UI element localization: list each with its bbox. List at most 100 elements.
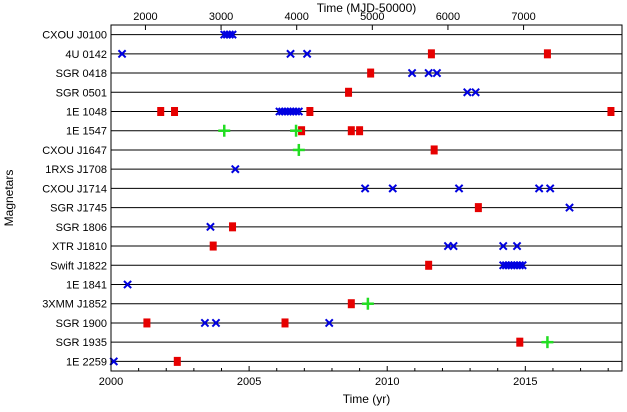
- plus-marker: [290, 124, 303, 137]
- y-tick-label: 1E 2259: [66, 356, 107, 368]
- x-marker: [302, 49, 312, 59]
- y-tick-label: SGR 1900: [56, 318, 107, 330]
- x2-tick-label: 6000: [436, 11, 460, 23]
- x2-tick-labels: 2000 3000 4000 5000 6000 7000: [133, 11, 536, 23]
- x-marker-stroke: [286, 49, 295, 59]
- x-marker-stroke: [471, 87, 480, 97]
- x-tick-label: 2005: [237, 376, 261, 388]
- x-marker: [228, 30, 237, 39]
- plus-marker: [292, 143, 305, 156]
- x-axis-label: Time (yr): [343, 392, 391, 406]
- x-marker: [498, 241, 508, 251]
- x-marker: [545, 184, 555, 193]
- x-marker-stroke: [294, 107, 304, 116]
- square-marker: [173, 356, 181, 366]
- x-marker: [286, 49, 295, 59]
- x-marker: [407, 68, 417, 78]
- x2-tick-label: 4000: [284, 11, 308, 23]
- square-marker: [347, 126, 355, 136]
- y-tick-label: CXOU J1714: [42, 183, 107, 195]
- x2-axis-label: Time (MJD-50000): [317, 1, 417, 15]
- square-marker: [430, 145, 438, 155]
- x-marker: [360, 184, 370, 193]
- x-marker-stroke: [449, 241, 458, 251]
- x-marker: [123, 280, 132, 289]
- square-marker: [306, 107, 314, 116]
- x-marker-stroke: [324, 318, 334, 328]
- square-marker: [607, 107, 615, 116]
- x-marker-stroke: [123, 280, 132, 289]
- x-marker: [294, 107, 304, 116]
- x-marker: [454, 184, 464, 193]
- x-marker: [225, 30, 235, 39]
- x-marker-stroke: [463, 87, 472, 97]
- x-marker-stroke: [117, 49, 127, 59]
- x-marker-stroke: [534, 184, 544, 193]
- square-marker: [143, 318, 151, 328]
- y-axis-label: Magnetars: [2, 170, 16, 227]
- square-marker: [356, 126, 364, 136]
- x-marker: [388, 184, 398, 193]
- y-tick-label: 3XMM J1852: [42, 299, 107, 311]
- y-tick-label: CXOU J0100: [42, 30, 107, 42]
- x-marker: [432, 68, 442, 78]
- x-marker-stroke: [454, 184, 464, 193]
- x-marker-stroke: [432, 68, 442, 78]
- y-tick-label: 1E 1048: [66, 107, 107, 119]
- row-lines: [111, 34, 622, 362]
- x-marker-stroke: [302, 49, 312, 59]
- x-tick-label: 2000: [99, 376, 123, 388]
- y-tick-label: SGR 1806: [56, 222, 107, 234]
- square-marker: [157, 107, 165, 116]
- x2-tick-label: 5000: [360, 11, 384, 23]
- y-tick-label: Swift J1822: [50, 260, 107, 272]
- x2-tick-label: 3000: [209, 11, 233, 23]
- plus-marker: [541, 336, 554, 349]
- x-marker: [117, 49, 127, 59]
- y-tick-label: 1E 1547: [66, 126, 107, 138]
- y-tick-label: CXOU J1647: [42, 145, 107, 157]
- x-marker-stroke: [512, 241, 522, 251]
- square-marker: [427, 49, 435, 59]
- x-marker: [324, 318, 334, 328]
- axis-ticks: [110, 25, 609, 371]
- y-tick-label: SGR J1745: [50, 203, 107, 215]
- square-marker: [209, 241, 217, 251]
- square-marker: [367, 68, 375, 78]
- x-marker-stroke: [206, 222, 215, 232]
- y-tick-label: SGR 1935: [56, 337, 107, 349]
- y-tick-label: XTR J1810: [52, 241, 107, 253]
- square-marker: [347, 299, 355, 309]
- x-marker: [206, 222, 215, 232]
- x-marker-stroke: [388, 184, 398, 193]
- square-marker: [474, 203, 482, 213]
- y-tick-label: SGR 0418: [56, 68, 107, 80]
- x-marker: [471, 87, 480, 97]
- y-tick-label: 1E 1841: [66, 280, 107, 292]
- x-marker-stroke: [565, 203, 574, 212]
- x-marker: [534, 184, 544, 193]
- square-marker: [543, 49, 551, 59]
- x-marker-stroke: [200, 318, 210, 328]
- x-marker-stroke: [211, 318, 221, 328]
- x-marker: [518, 260, 527, 270]
- x-marker-stroke: [545, 184, 555, 193]
- square-marker: [229, 222, 237, 232]
- data-markers: [109, 30, 615, 366]
- x-marker: [463, 87, 472, 97]
- y-tick-label: 1RXS J1708: [45, 164, 107, 176]
- x-marker-stroke: [515, 260, 525, 270]
- square-marker: [516, 337, 524, 347]
- x-marker-stroke: [407, 68, 417, 78]
- x2-tick-label: 2000: [133, 11, 157, 23]
- square-marker: [281, 318, 289, 328]
- x2-tick-label: 7000: [511, 11, 535, 23]
- x-marker: [449, 241, 458, 251]
- x-marker: [230, 164, 240, 174]
- x-marker: [200, 318, 210, 328]
- x-marker-stroke: [225, 30, 235, 39]
- y-tick-label: SGR 0501: [56, 87, 107, 99]
- plus-marker: [218, 124, 231, 137]
- x-marker: [291, 107, 301, 116]
